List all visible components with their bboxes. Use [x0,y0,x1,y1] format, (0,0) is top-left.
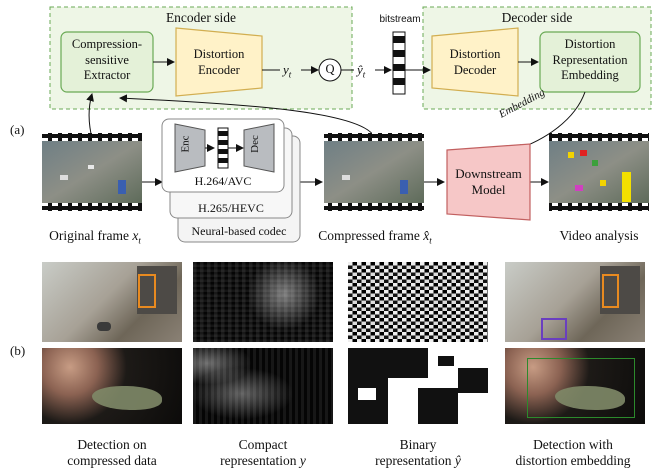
codec-dec-label: Dec [248,135,261,153]
binary-representation-image-1 [348,262,488,342]
y-hat-t-symbol: ŷt [357,62,366,80]
downstream-model-label: Downstream Model [455,166,522,197]
caption-binary-representation: Binary representation ŷ [375,437,461,468]
codec-enc-label: Enc [179,135,192,153]
codec-hevc-label: H.265/HEVC [198,201,264,215]
codec-neural-label: Neural-based codec [191,224,287,238]
original-frame-caption: Original frame xt [49,228,141,246]
y-t-symbol: yt [283,62,292,80]
caption-detection-compressed: Detection on compressed data [67,437,157,468]
encoder-side-title: Encoder side [165,10,237,25]
original-frame-thumbnail [42,133,142,211]
bitstream-label: bitstream [379,14,421,25]
detection-embedding-image-porch [505,262,645,342]
distortion-encoder-label: Distortion Encoder [193,47,245,77]
decoder-side-title: Decoder side [501,10,573,25]
panel-a-diagram [42,6,652,243]
embedding-label: Distortion Representation Embedding [552,37,628,82]
panel-b-label: (b) [10,343,26,358]
extractor-label: Compression- sensitive Extractor [71,37,143,82]
downstream-model-shape [446,143,531,221]
distortion-decoder-shape [431,27,519,97]
detection-compressed-image-porch [42,262,182,342]
video-analysis-caption: Video analysis [559,228,639,243]
embedding-box [539,31,641,93]
detection-compressed-image-lizard [42,348,182,424]
compressed-frame-caption: Compressed frame x̂t [318,228,432,246]
caption-compact-representation: Compact representation y [220,437,306,468]
video-analysis-thumbnail [549,133,649,211]
panel-a-label: (a) [10,122,25,137]
distortion-encoder-shape [175,27,263,97]
q-symbol: Q [325,62,335,76]
detection-embedding-image-lizard [505,348,645,424]
codec-dec-shape [243,123,275,173]
codec-enc-shape [174,123,206,173]
compressed-frame-thumbnail [324,133,424,211]
compact-representation-image-1 [193,262,333,342]
distortion-decoder-label: Distortion Decoder [449,47,501,77]
codec-avc-label: H.264/AVC [194,174,252,188]
binary-representation-image-2 [348,348,488,424]
caption-detection-embedding: Detection with distortion embedding [515,437,631,468]
compact-representation-image-2 [193,348,333,424]
